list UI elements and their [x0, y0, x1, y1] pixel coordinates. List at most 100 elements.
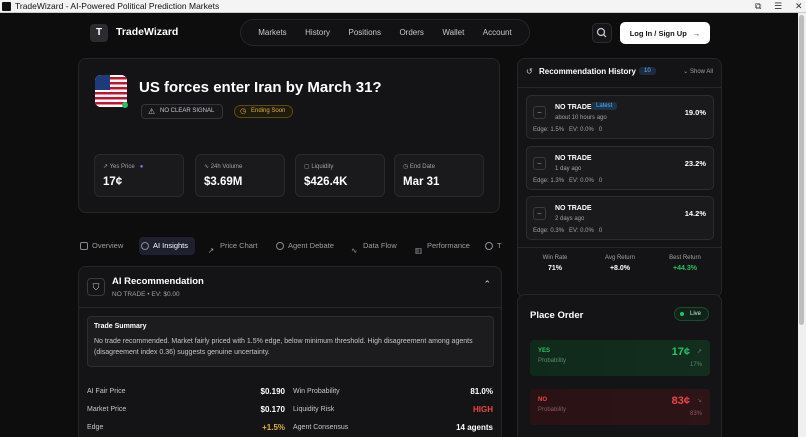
- metric-label: Edge: [87, 424, 104, 431]
- market-title: US forces enter Iran by March 31?: [139, 79, 382, 96]
- arrow-right-icon: →: [692, 28, 701, 38]
- recommendation-title: AI Recommendation: [112, 276, 204, 287]
- tab-performance[interactable]: ▥ Performance: [413, 237, 470, 255]
- history-pct: 14.2%: [684, 209, 706, 218]
- hamburger-icon[interactable]: ☰: [774, 1, 783, 11]
- summary-label: Avg Return: [605, 255, 635, 261]
- nav-link-history[interactable]: History: [305, 28, 331, 37]
- edge: Edge: 0.3%: [533, 228, 565, 234]
- layout-icon: [80, 242, 88, 250]
- no-label: NO: [538, 397, 547, 403]
- bar-chart-icon: ▥: [415, 246, 423, 255]
- chevron-up-icon[interactable]: ⌃: [483, 279, 491, 289]
- trade-summary-text: No trade recommended. Market fairly pric…: [94, 338, 473, 356]
- tab-label: T: [497, 241, 502, 250]
- divider: [518, 87, 721, 88]
- edge: Edge: 1.3%: [533, 178, 565, 184]
- history-action: NO TRADE: [555, 155, 592, 162]
- login-signup-button[interactable]: Log In / Sign Up →: [620, 22, 710, 44]
- metric-value: 81.0%: [470, 387, 493, 396]
- search-button[interactable]: [592, 23, 612, 43]
- app-icon: [2, 1, 11, 11]
- shield-icon: ⛉: [87, 278, 105, 296]
- status-dot: [122, 102, 128, 108]
- stat-end-date: ◷ End Date Mar 31: [394, 154, 484, 197]
- minus-icon: –: [533, 207, 546, 220]
- trend-down-icon: ↘: [696, 398, 702, 404]
- history-time: 1 day ago: [555, 166, 582, 172]
- nav-link-wallet[interactable]: Wallet: [442, 28, 465, 37]
- summary-value: +44.3%: [673, 265, 697, 272]
- warning-icon: ⚠: [148, 107, 156, 116]
- login-label: Log In / Sign Up: [629, 28, 687, 38]
- stat-label: 24h Volume: [210, 164, 243, 170]
- tab-label: Data Flow: [363, 241, 397, 250]
- trade-summary-box: Trade Summary No trade recommended. Mark…: [87, 316, 494, 367]
- metric-value: HIGH: [473, 405, 493, 414]
- divider: [79, 307, 501, 308]
- live-dot: [679, 312, 684, 316]
- history-edge-row: Edge: 0.3% EV: 0.0% 0: [533, 228, 602, 234]
- trend-icon: ↗: [103, 164, 110, 170]
- calendar-icon: ◷: [403, 164, 410, 170]
- history-item[interactable]: – NO TRADE 1 day ago 23.2% Edge: 1.3% EV…: [526, 146, 714, 190]
- window-title: TradeWizard - AI-Powered Political Predi…: [15, 1, 220, 11]
- history-pct: 19.0%: [684, 108, 706, 117]
- nav-link-markets[interactable]: Markets: [258, 28, 287, 37]
- show-all-label: Show All: [689, 69, 713, 75]
- history-action: NO TRADE: [555, 104, 592, 111]
- tab-label: Overview: [92, 241, 124, 250]
- activity-icon: ∿: [351, 246, 358, 255]
- tab-label: Agent Debate: [288, 241, 334, 250]
- minus-icon: –: [533, 157, 546, 170]
- market-tabs: Overview AI Insights ↗ Price Chart Agent …: [78, 237, 502, 257]
- yes-sublabel: Probability: [538, 358, 567, 364]
- trend-up-icon: ↗: [696, 349, 702, 355]
- chevron-down-icon: ⌄: [683, 69, 690, 75]
- signal-badge-label: NO CLEAR SIGNAL: [160, 108, 215, 114]
- tab-agent-debate[interactable]: Agent Debate: [274, 237, 334, 255]
- page: T TradeWizard Markets History Positions …: [0, 13, 798, 437]
- signal-badge: ⚠ NO CLEAR SIGNAL: [141, 104, 224, 119]
- history-time: about 10 hours ago: [555, 115, 607, 121]
- stat-label: Liquidity: [311, 164, 334, 170]
- market-header-card: US forces enter Iran by March 31? ⚠ NO C…: [78, 58, 500, 213]
- ending-soon-badge: ◷ Ending Soon: [234, 105, 294, 118]
- history-item[interactable]: – NO TRADE 2 days ago 14.2% Edge: 0.3% E…: [526, 196, 714, 240]
- tab-truncated[interactable]: T: [483, 237, 502, 255]
- page-scrollbar[interactable]: [798, 13, 806, 437]
- extra: 0: [598, 178, 603, 184]
- tab-ai-insights[interactable]: AI Insights: [139, 237, 196, 255]
- brand-name[interactable]: TradeWizard: [116, 26, 179, 38]
- place-order-card: Place Order Live YES Probability 17¢ ↗ 1…: [517, 294, 722, 437]
- yes-outcome-button[interactable]: YES Probability 17¢ ↗ 17%: [530, 340, 710, 376]
- nav-link-orders[interactable]: Orders: [399, 28, 424, 37]
- indicator-dot: ●: [139, 164, 144, 170]
- window-menu-icon[interactable]: ⧉: [755, 1, 762, 11]
- nav-link-account[interactable]: Account: [482, 28, 512, 37]
- scrollbar-thumb[interactable]: [799, 15, 804, 325]
- metric-label: AI Fair Price: [87, 388, 126, 395]
- metric-value: 14 agents: [456, 423, 493, 432]
- extra: 0: [598, 228, 603, 234]
- history-time: 2 days ago: [555, 216, 585, 222]
- show-all-link[interactable]: ⌄ Show All: [683, 68, 713, 75]
- tab-label: AI Insights: [153, 241, 189, 250]
- yes-label: YES: [538, 348, 551, 354]
- tab-data-flow[interactable]: ∿ Data Flow: [349, 237, 397, 255]
- users-icon: [276, 242, 284, 250]
- logo-icon[interactable]: T: [90, 24, 108, 42]
- tab-price-chart[interactable]: ↗ Price Chart: [206, 237, 258, 255]
- metric-label: Win Probability: [293, 388, 340, 395]
- close-icon[interactable]: ✕: [795, 1, 803, 11]
- no-outcome-button[interactable]: NO Probability 83¢ ↘ 83%: [530, 389, 710, 425]
- no-price: 83¢: [671, 395, 690, 407]
- history-title: Recommendation History: [539, 67, 636, 76]
- minus-icon: –: [533, 106, 546, 119]
- ev: EV: 0.0%: [569, 228, 594, 234]
- place-order-title: Place Order: [530, 310, 584, 321]
- nav-link-positions[interactable]: Positions: [348, 28, 381, 37]
- yes-percent: 17%: [689, 362, 702, 368]
- tab-overview[interactable]: Overview: [78, 237, 123, 255]
- history-item[interactable]: – NO TRADE Latest about 10 hours ago 19.…: [526, 95, 714, 139]
